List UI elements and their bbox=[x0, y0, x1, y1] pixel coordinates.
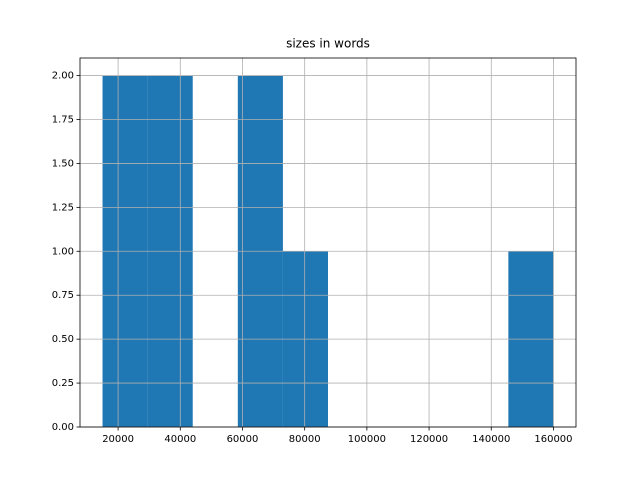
x-tick-label: 100000 bbox=[348, 434, 386, 445]
x-tick-label: 80000 bbox=[289, 434, 321, 445]
y-tick-label: 2.00 bbox=[52, 71, 74, 82]
y-tick-label: 1.25 bbox=[52, 202, 74, 213]
y-tick-label: 1.00 bbox=[52, 246, 74, 257]
x-tick-label: 140000 bbox=[472, 434, 510, 445]
y-tick-label: 0.25 bbox=[52, 378, 74, 389]
y-tick-label: 1.50 bbox=[52, 158, 74, 169]
y-tick-label: 0.50 bbox=[52, 334, 74, 345]
x-tick-label: 60000 bbox=[227, 434, 259, 445]
axes: 20000 40000 60000 80000 100000 120000 140000 16… bbox=[52, 57, 577, 445]
y-tick-label: 0.75 bbox=[52, 290, 74, 301]
x-tick-label: 20000 bbox=[102, 434, 134, 445]
chart-title: sizes in words bbox=[286, 37, 370, 51]
y-tick-label: 0.00 bbox=[52, 422, 74, 433]
x-tick-label: 40000 bbox=[164, 434, 196, 445]
x-tick-label: 160000 bbox=[534, 434, 572, 445]
y-tick-label: 1.75 bbox=[52, 115, 74, 126]
x-tick-label: 120000 bbox=[410, 434, 448, 445]
plot-frame bbox=[79, 57, 577, 428]
